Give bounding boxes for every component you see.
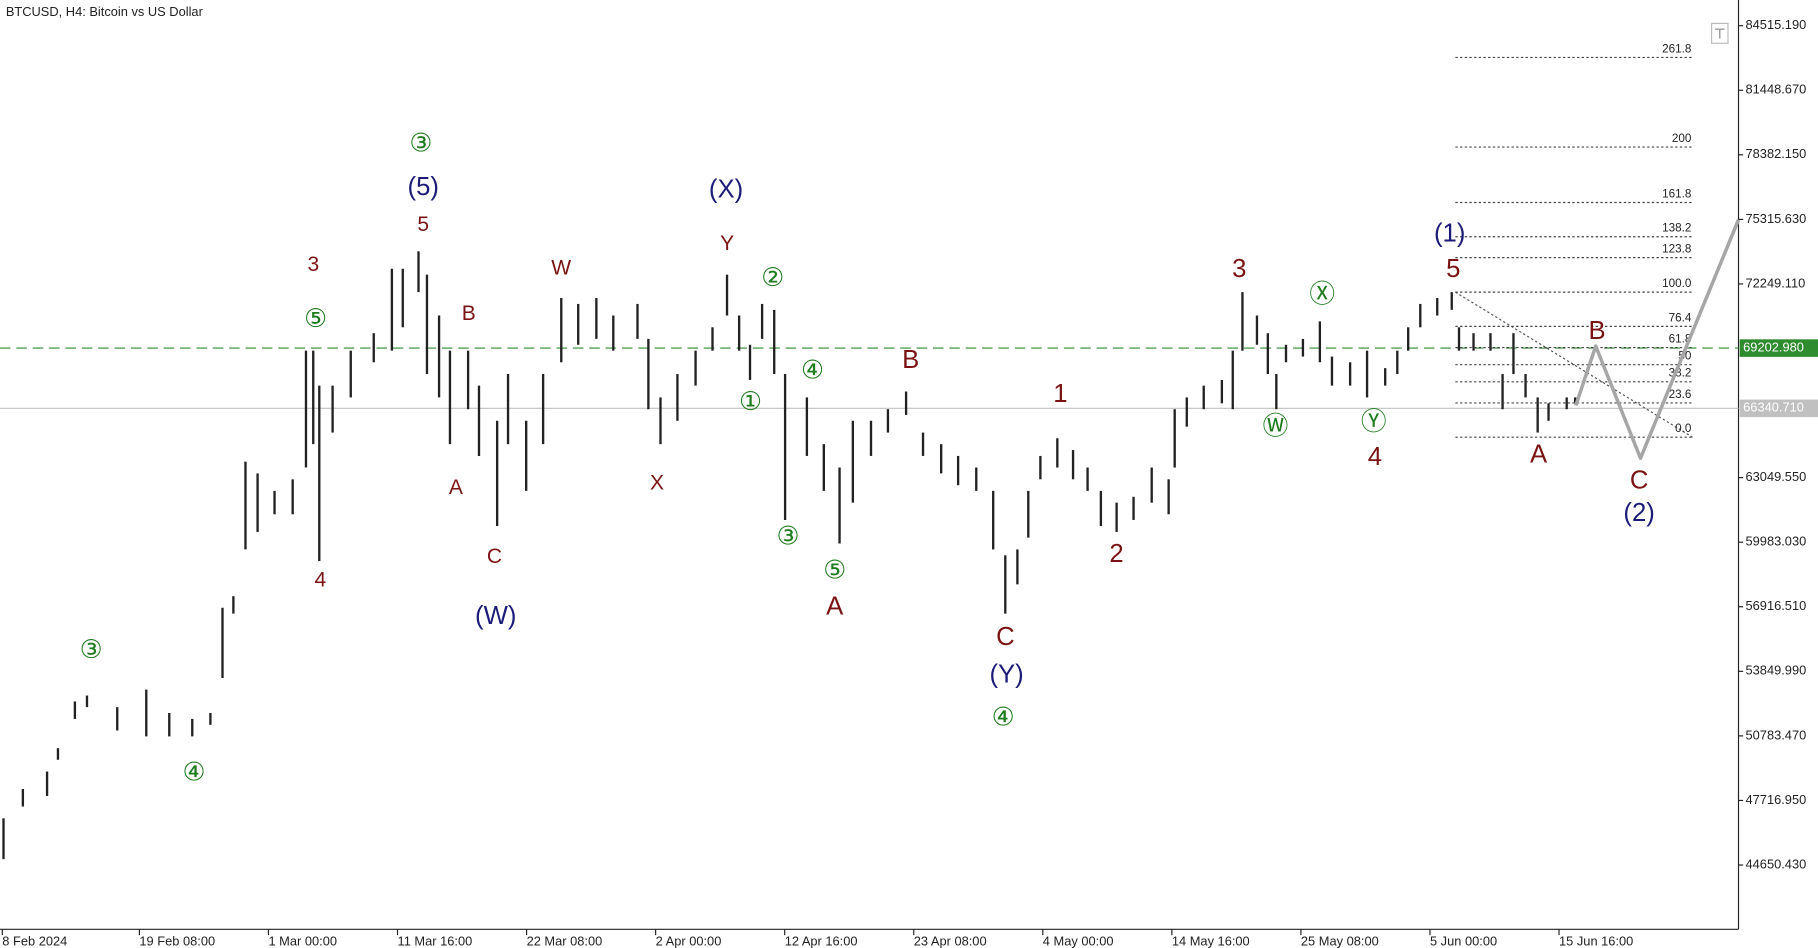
wave-label: 2 [1109, 540, 1123, 568]
y-tick-label: 78382.150 [1746, 146, 1807, 161]
x-tick-label: 1 Mar 00:00 [268, 934, 337, 948]
y-tick-label: 63049.550 [1746, 469, 1807, 484]
wave-label: Ⓨ [1361, 407, 1387, 436]
fib-label: 261.8 [1662, 42, 1691, 55]
wave-label: 4 [1368, 443, 1382, 471]
fib-label: 76.4 [1669, 311, 1692, 324]
x-tick-label: 15 Jun 16:00 [1559, 934, 1633, 948]
wave-label: A [826, 593, 844, 621]
wave-label: (X) [709, 175, 743, 203]
wave-label: C [996, 623, 1015, 651]
wave-label: ③ [409, 130, 432, 158]
y-tick-label: 44650.430 [1746, 856, 1807, 871]
x-tick-label: 8 Feb 2024 [2, 934, 67, 948]
wave-label: ③ [776, 523, 799, 551]
x-tick-label: 2 Apr 00:00 [656, 934, 722, 948]
chart-title: BTCUSD, H4: Bitcoin vs US Dollar [6, 4, 204, 19]
x-tick-label: 11 Mar 16:00 [398, 934, 473, 948]
x-tick-label: 22 Mar 08:00 [527, 934, 603, 948]
wave-label: (Y) [989, 660, 1023, 688]
price-level-label: 66340.710 [1743, 400, 1804, 415]
wave-label: 1 [1053, 380, 1067, 408]
x-tick-label: 12 Apr 16:00 [785, 934, 858, 948]
y-tick-label: 59983.030 [1746, 534, 1807, 549]
fib-label: 61.8 [1669, 332, 1692, 345]
x-tick-label: 14 May 16:00 [1172, 934, 1250, 948]
wave-label: (1) [1434, 220, 1465, 248]
wave-label: C [1630, 466, 1649, 494]
x-tick-label: 23 Apr 08:00 [914, 934, 987, 948]
icon-glyph[interactable] [1715, 28, 1725, 39]
wave-label: A [1530, 441, 1548, 469]
wave-label: ③ [80, 636, 103, 664]
x-tick-label: 19 Feb 08:00 [139, 934, 215, 948]
wave-label: ⑤ [823, 556, 846, 584]
wave-label: Ⓦ [1263, 412, 1289, 441]
text-tool-icon[interactable] [1711, 22, 1729, 44]
wave-label: 5 [1446, 255, 1460, 283]
y-tick-label: 75315.630 [1746, 211, 1807, 226]
projection [1574, 219, 1741, 461]
y-tick-label: 47716.950 [1746, 792, 1807, 807]
wave-label: (2) [1623, 499, 1654, 527]
wave-label: 3 [307, 253, 319, 276]
fib-label: 161.8 [1662, 187, 1691, 200]
fib-label: 138.2 [1662, 222, 1691, 235]
forecast-path [1574, 219, 1741, 461]
wave-label: Ⓧ [1309, 280, 1335, 309]
y-tick-label: 56916.510 [1746, 598, 1807, 613]
fib-label: 23.6 [1669, 388, 1692, 401]
y-tick-label: 50783.470 [1746, 727, 1807, 742]
x-tick-label: 25 May 08:00 [1301, 934, 1379, 948]
wave-label: ④ [183, 759, 206, 787]
price-level-box [1739, 399, 1818, 418]
wave-label: X [650, 471, 664, 494]
wave-label: B [902, 346, 919, 374]
wave-label: ⑤ [304, 305, 327, 333]
wave-label: ① [739, 388, 762, 416]
wave-label: ④ [992, 704, 1015, 732]
fib-label: 200 [1672, 132, 1692, 145]
price-level-box [1739, 339, 1818, 357]
fib-label: 0.0 [1675, 422, 1692, 435]
x-tick-label: 4 May 00:00 [1043, 934, 1114, 948]
wave-label: (5) [408, 173, 439, 201]
annotations: ③(5)53⑤ BAC(W)4WXY(X)②①④③⑤ABC(Y)④123ⓌⓍⓎ4(… [80, 130, 1655, 787]
y-tick-label: 81448.670 [1746, 82, 1807, 97]
x-tick-label: 5 Jun 00:00 [1430, 934, 1497, 948]
y-tick-label: 84515.190 [1746, 17, 1807, 32]
axes: 84515.190 81448.670 78382.150 75315.630 7224… [1, 17, 1818, 948]
wave-label: ④ [801, 357, 824, 385]
fib-label: 100.0 [1662, 277, 1692, 290]
wave-label: B [1588, 317, 1605, 345]
wave-label: 4 [314, 569, 326, 592]
wave-label: Y [720, 232, 734, 255]
price-level-label: 69202.980 [1743, 339, 1804, 354]
bars [2, 251, 1577, 860]
y-tick-label: 53849.990 [1746, 663, 1807, 678]
wave-label: 5 [417, 213, 429, 236]
wave-label: 3 [1232, 255, 1246, 283]
wave-label: ② [761, 264, 784, 292]
wave-label: (W) [475, 602, 516, 630]
fib-label: 123.8 [1662, 243, 1691, 256]
wave-label: A [449, 476, 463, 499]
wave-label: B [462, 302, 476, 325]
wave-label: W [551, 256, 571, 279]
y-tick-label: 72249.110 [1746, 275, 1806, 290]
wave-label: C [487, 545, 502, 568]
levels [0, 347, 1739, 409]
